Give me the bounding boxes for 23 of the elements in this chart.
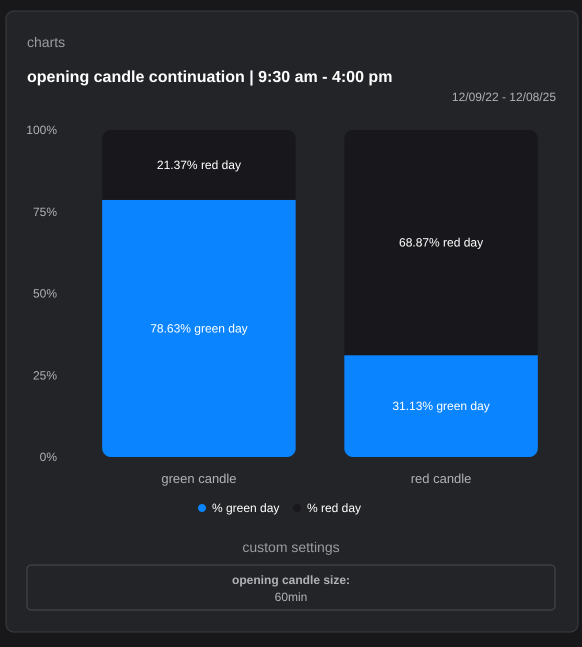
bar	[102, 130, 296, 200]
y-tick-label: 25%	[32, 368, 58, 382]
text: charts	[27, 34, 66, 50]
data-label: 78.63% green day	[150, 321, 248, 336]
legend-label: % red day	[307, 501, 362, 515]
data-label: 31.13% green day	[392, 399, 490, 414]
y-tick-label: 0%	[40, 450, 58, 464]
chart-subtitle: 12/09/22 - 12/08/25	[452, 90, 556, 104]
legend-label: % green day	[212, 501, 280, 515]
data-label: 68.87% red day	[399, 236, 484, 250]
bar	[344, 355, 538, 457]
chart-title: opening candle continuation | 9:30 am - 4:00 pm	[27, 69, 392, 86]
x-tick-label: green candle	[161, 471, 237, 486]
text: opening candle size:	[232, 573, 350, 587]
y-tick-label: 75%	[32, 204, 58, 219]
data-label: 21.37% red day	[156, 158, 241, 172]
bar	[102, 200, 296, 457]
y-tick-label: 50%	[32, 286, 58, 300]
bar	[344, 130, 538, 356]
text: 60min	[274, 590, 308, 604]
x-tick-label: red candle	[410, 471, 472, 486]
text: custom settings	[242, 539, 340, 555]
y-tick-label: 100%	[26, 123, 58, 137]
